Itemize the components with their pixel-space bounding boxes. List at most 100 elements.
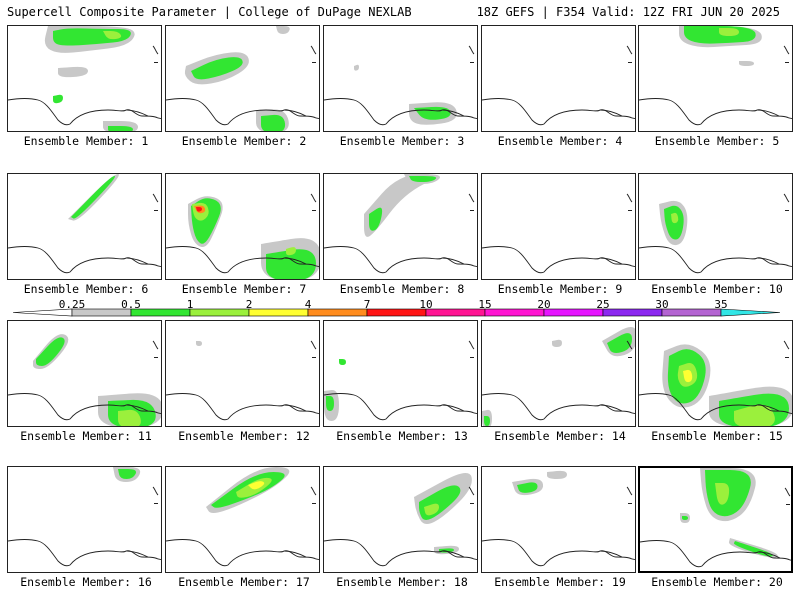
scp-contour-green bbox=[36, 337, 65, 366]
colorbar-tick-7: 7 bbox=[363, 298, 371, 311]
colorbar-segment bbox=[543, 308, 604, 317]
colorbar-segment bbox=[720, 308, 781, 317]
colorbar-tick-0.25: 0.25 bbox=[58, 298, 86, 311]
florida-coastline bbox=[599, 550, 623, 558]
member-caption-2: Ensemble Member: 2 bbox=[181, 134, 307, 148]
island-marker bbox=[470, 357, 474, 358]
member-map-canvas bbox=[166, 26, 319, 131]
atlantic-coastline bbox=[783, 45, 790, 55]
florida-coastline bbox=[756, 257, 780, 265]
member-map-canvas bbox=[482, 45, 635, 126]
member-map-12[interactable] bbox=[165, 320, 320, 427]
scp-contour-lime bbox=[734, 404, 775, 426]
scp-contour-green bbox=[339, 359, 346, 365]
member-map-canvas bbox=[8, 174, 161, 274]
colorbar-tick-30: 30 bbox=[655, 298, 669, 311]
gulf-coastline bbox=[166, 98, 319, 126]
scp-contour-gray bbox=[354, 64, 359, 71]
member-map-13[interactable] bbox=[323, 320, 478, 427]
florida-coastline bbox=[599, 109, 623, 117]
scp-contour-gray bbox=[196, 341, 202, 346]
florida-coastline bbox=[441, 404, 465, 412]
member-map-15[interactable] bbox=[638, 320, 793, 427]
member-caption-12: Ensemble Member: 12 bbox=[178, 429, 310, 443]
member-map-4[interactable] bbox=[481, 25, 636, 132]
member-caption-14: Ensemble Member: 14 bbox=[494, 429, 626, 443]
member-map-canvas bbox=[166, 340, 319, 421]
atlantic-coastline bbox=[783, 193, 790, 203]
member-caption-3: Ensemble Member: 3 bbox=[339, 134, 465, 148]
colorbar-segment bbox=[189, 308, 250, 317]
gulf-coastline bbox=[639, 98, 792, 126]
scp-contour-lime bbox=[118, 409, 141, 426]
island-marker bbox=[154, 210, 158, 211]
scp-contour-lime bbox=[424, 503, 439, 516]
member-map-18[interactable] bbox=[323, 466, 478, 573]
member-caption-16: Ensemble Member: 16 bbox=[20, 575, 152, 589]
colorbar-segment bbox=[602, 308, 663, 317]
member-map-5[interactable] bbox=[638, 25, 793, 132]
member-map-6[interactable] bbox=[7, 173, 162, 280]
island-marker bbox=[470, 210, 474, 211]
colorbar-tick-35: 35 bbox=[714, 298, 728, 311]
member-map-2[interactable] bbox=[165, 25, 320, 132]
florida-coastline bbox=[441, 109, 465, 117]
atlantic-coastline bbox=[626, 45, 633, 55]
island-marker bbox=[154, 503, 158, 504]
atlantic-coastline bbox=[310, 193, 317, 203]
colorbar-segment bbox=[248, 308, 309, 317]
scp-contour-green bbox=[517, 482, 538, 493]
member-map-canvas bbox=[8, 334, 161, 426]
island-marker bbox=[312, 357, 316, 358]
island-marker bbox=[785, 62, 789, 63]
member-map-1[interactable] bbox=[7, 25, 162, 132]
island-marker bbox=[786, 504, 790, 505]
scp-contour-green bbox=[607, 333, 632, 353]
colorbar-tick-4: 4 bbox=[304, 298, 312, 311]
colorbar-segment bbox=[661, 308, 722, 317]
scp-contour-green bbox=[191, 57, 243, 80]
scp-contour-red bbox=[196, 207, 202, 212]
gulf-coastline bbox=[640, 540, 791, 568]
member-map-9[interactable] bbox=[481, 173, 636, 280]
florida-coastline bbox=[441, 550, 465, 558]
member-map-16[interactable] bbox=[7, 466, 162, 573]
colorbar-segment bbox=[366, 308, 427, 317]
gulf-coastline bbox=[324, 539, 477, 567]
member-map-3[interactable] bbox=[323, 25, 478, 132]
member-map-19[interactable] bbox=[481, 466, 636, 573]
member-map-canvas bbox=[482, 470, 635, 567]
scp-contour-yellow bbox=[248, 481, 265, 490]
florida-coastline bbox=[441, 257, 465, 265]
florida-coastline bbox=[599, 257, 623, 265]
atlantic-coastline bbox=[468, 486, 475, 496]
island-marker bbox=[154, 357, 158, 358]
member-map-canvas bbox=[166, 193, 319, 279]
member-caption-13: Ensemble Member: 13 bbox=[336, 429, 468, 443]
member-map-11[interactable] bbox=[7, 320, 162, 427]
florida-coastline bbox=[756, 404, 780, 412]
member-map-17[interactable] bbox=[165, 466, 320, 573]
member-map-7[interactable] bbox=[165, 173, 320, 280]
member-map-20[interactable] bbox=[638, 466, 793, 573]
member-caption-9: Ensemble Member: 9 bbox=[497, 282, 623, 296]
scp-contour-green bbox=[108, 126, 133, 131]
member-map-14[interactable] bbox=[481, 320, 636, 427]
member-map-canvas bbox=[482, 327, 635, 426]
gulf-coastline bbox=[639, 246, 792, 274]
island-marker bbox=[312, 210, 316, 211]
member-map-10[interactable] bbox=[638, 173, 793, 280]
member-caption-10: Ensemble Member: 10 bbox=[651, 282, 783, 296]
scp-contour-green bbox=[369, 207, 383, 231]
member-map-canvas bbox=[8, 467, 161, 567]
map-title: Supercell Composite Parameter | College … bbox=[7, 5, 412, 19]
member-map-8[interactable] bbox=[323, 173, 478, 280]
island-marker bbox=[628, 62, 632, 63]
scp-contour-gray bbox=[276, 26, 290, 34]
gulf-coastline bbox=[639, 393, 792, 421]
member-caption-4: Ensemble Member: 4 bbox=[497, 134, 623, 148]
member-map-canvas bbox=[8, 26, 161, 131]
member-caption-19: Ensemble Member: 19 bbox=[494, 575, 626, 589]
florida-coastline bbox=[283, 109, 307, 117]
member-map-canvas bbox=[640, 468, 791, 568]
